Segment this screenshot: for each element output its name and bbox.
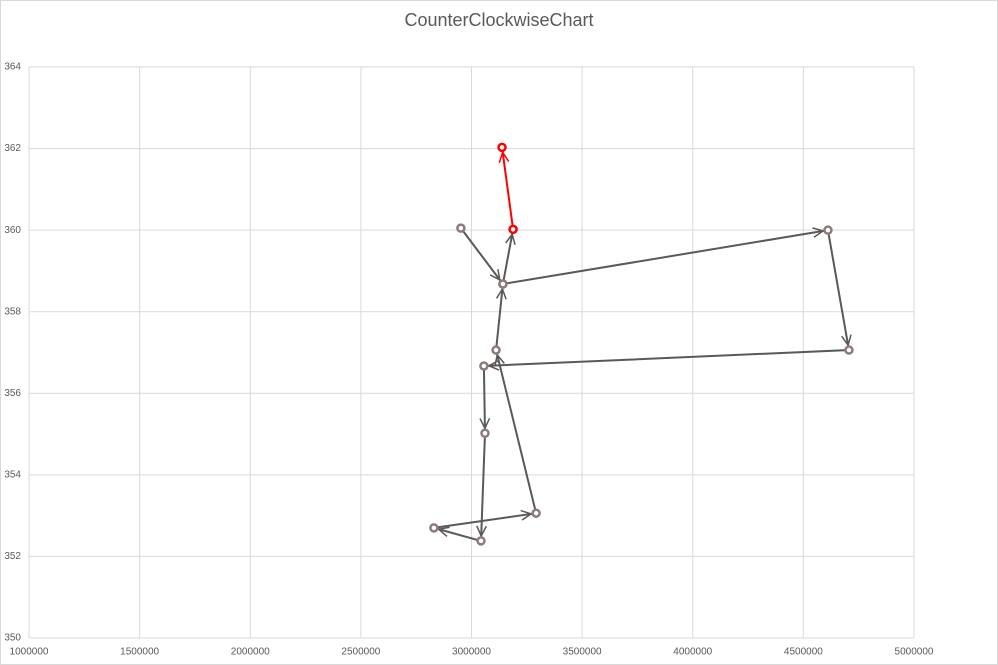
marker [531,508,541,518]
marker [498,279,508,289]
marker [823,225,833,235]
arrowhead [498,150,510,163]
x-tick-label: 3500000 [563,647,602,658]
chart-title: CounterClockwiseChart [404,10,593,30]
x-tick-label: 1000000 [10,647,49,658]
arrowhead [505,232,516,246]
arrowhead [479,417,491,430]
x-tick-label: 5000000 [895,647,934,658]
marker [844,345,854,355]
x-tick-label: 4000000 [673,647,712,658]
x-tick-label: 1500000 [120,647,159,658]
series-line [501,147,515,230]
x-tick-label: 4500000 [784,647,823,658]
arrowhead [489,269,501,282]
series-line [433,227,851,543]
y-tick-label: 356 [4,388,21,399]
arrowhead [495,287,507,300]
arrowhead [437,526,450,538]
y-tick-label: 362 [4,143,21,154]
marker [456,223,466,233]
arrowhead [494,353,505,366]
y-tick-label: 352 [4,551,21,562]
marker [491,345,501,355]
y-tick-label: 358 [4,306,21,317]
marker [479,361,489,371]
x-tick-label: 3000000 [452,647,491,658]
arrowhead [476,525,488,538]
x-tick-label: 2000000 [231,647,270,658]
y-tick-label: 364 [4,62,21,73]
x-tick-label: 2500000 [341,647,380,658]
y-tick-label: 360 [4,225,21,236]
marker [497,142,507,153]
marker [508,224,518,235]
marker [429,523,439,533]
marker [476,536,486,546]
arrowhead [841,334,852,347]
y-tick-label: 354 [4,469,21,480]
marker [480,428,490,439]
arrowhead [812,227,825,238]
y-tick-label: 350 [4,633,21,644]
arrowhead [520,509,533,521]
